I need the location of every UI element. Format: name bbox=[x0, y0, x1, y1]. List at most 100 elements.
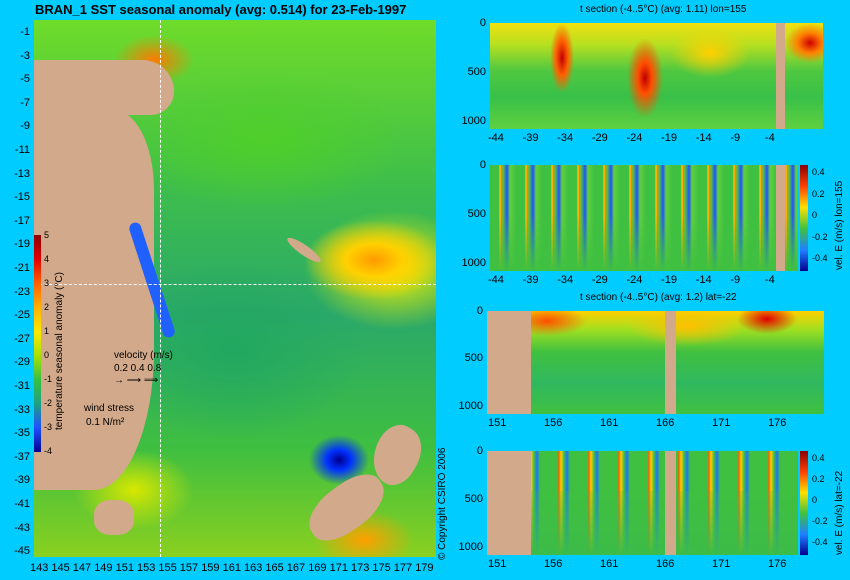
section4-velocity-lat-22[interactable] bbox=[487, 451, 798, 555]
p2-y-tick: 500 bbox=[467, 207, 486, 220]
p1-x-tick: -14 bbox=[695, 132, 712, 144]
map-colorbar-tick: -3 bbox=[44, 422, 53, 432]
map-lat-tick: -35 bbox=[14, 427, 30, 440]
map-colorbar-tick: 4 bbox=[44, 254, 50, 264]
sst-anomaly-map[interactable]: velocity (m/s) 0.2 0.4 0.8 → ⟶ ⟹ wind st… bbox=[34, 20, 436, 557]
p1-x-tick: -19 bbox=[661, 132, 678, 144]
map-colorbar-tick: 0 bbox=[44, 350, 50, 360]
map-lat-tick: -13 bbox=[14, 167, 30, 180]
map-lat-tick: -21 bbox=[14, 262, 30, 274]
map-lon-tick: 145 bbox=[51, 562, 70, 574]
map-lon-tick: 165 bbox=[265, 562, 284, 574]
map-lon-tick: 175 bbox=[372, 562, 391, 574]
p3-x-tick: 171 bbox=[712, 417, 731, 429]
map-lon-tick: 171 bbox=[329, 562, 348, 574]
p4-x-tick: 156 bbox=[544, 558, 563, 570]
map-lat-tick: -11 bbox=[14, 144, 30, 156]
section1-title: t section (-4..5°C) (avg: 1.11) lon=155 bbox=[580, 4, 747, 15]
copyright-notice: © Copyright CSIRO 2006 bbox=[437, 447, 448, 560]
map-lon-tick: 143 bbox=[30, 562, 49, 574]
p4-x-tick: 161 bbox=[600, 558, 619, 570]
p1-y-tick: 1000 bbox=[461, 114, 486, 127]
map-lat-tick: -1 bbox=[20, 26, 30, 38]
map-title: BRAN_1 SST seasonal anomaly (avg: 0.514)… bbox=[35, 2, 407, 17]
p4-y-tick: 0 bbox=[476, 445, 483, 457]
map-lon-tick: 153 bbox=[137, 562, 156, 574]
p3-y-tick: 1000 bbox=[458, 399, 483, 412]
section4-land-mid bbox=[665, 451, 676, 555]
section4-overlay bbox=[487, 491, 798, 555]
map-colorbar bbox=[34, 235, 41, 452]
map-lat-tick: -43 bbox=[14, 521, 30, 534]
section4-colorbar bbox=[800, 451, 808, 555]
map-colorbar-tick: 1 bbox=[44, 326, 50, 336]
p4-colorbar-tick: 0.2 bbox=[812, 474, 825, 484]
wind-legend-label: wind stress bbox=[84, 403, 135, 414]
land-new-caledonia bbox=[284, 234, 324, 266]
map-lat-tick: -31 bbox=[14, 380, 30, 392]
p4-x-tick: 171 bbox=[712, 558, 731, 570]
velocity-legend-scale: 0.2 0.4 0.8 bbox=[114, 363, 162, 374]
p2-x-tick: -39 bbox=[522, 274, 539, 286]
section2-velocity-lon155[interactable] bbox=[490, 165, 798, 271]
section4-land-west bbox=[487, 451, 531, 555]
p1-x-tick: -34 bbox=[557, 132, 574, 144]
map-lat-tick: -3 bbox=[20, 49, 30, 62]
p4-colorbar-tick: -0.2 bbox=[812, 516, 828, 526]
map-lat-tick: -45 bbox=[14, 545, 30, 558]
map-lon-tick: 147 bbox=[72, 562, 92, 574]
p1-x-tick: -9 bbox=[730, 132, 741, 144]
section3-title: t section (-4..5°C) (avg: 1.2) lat=-22 bbox=[580, 292, 737, 303]
section2-colorbar-label: vel. E (m/s) lon=155 bbox=[834, 180, 845, 270]
p4-colorbar-tick: -0.4 bbox=[812, 537, 828, 547]
section2-colorbar bbox=[800, 165, 808, 271]
p1-y-tick: 500 bbox=[467, 65, 486, 78]
p1-x-tick: -39 bbox=[522, 132, 539, 144]
map-colorbar-tick: 5 bbox=[44, 230, 50, 240]
section2-land bbox=[776, 165, 785, 271]
p3-x-tick: 166 bbox=[656, 417, 675, 429]
section3-temperature-lat-22[interactable] bbox=[487, 311, 824, 414]
land-tasmania bbox=[94, 500, 134, 535]
map-colorbar-tick: -2 bbox=[44, 398, 53, 408]
p3-y-tick: 0 bbox=[476, 305, 483, 317]
map-lat-tick: -9 bbox=[20, 120, 30, 133]
velocity-legend-label: velocity (m/s) bbox=[114, 350, 173, 361]
map-lon-tick: 179 bbox=[415, 562, 434, 574]
crosshair-lon bbox=[160, 20, 161, 557]
section1-temperature-lon155[interactable] bbox=[490, 23, 823, 129]
p2-colorbar-tick: 0 bbox=[812, 210, 818, 220]
section4-colorbar-label: vel. E (m/s) lat=-22 bbox=[834, 470, 845, 555]
map-colorbar-tick: -4 bbox=[44, 446, 53, 456]
map-lon-tick: 151 bbox=[115, 562, 134, 574]
map-lon-tick: 169 bbox=[308, 562, 327, 574]
p1-x-tick: -29 bbox=[591, 132, 608, 144]
p2-y-tick: 0 bbox=[479, 159, 486, 171]
wind-legend-scale: 0.1 N/m² bbox=[86, 417, 125, 428]
p4-y-tick: 500 bbox=[464, 492, 483, 505]
map-lat-tick: -7 bbox=[20, 96, 30, 109]
map-lat-tick: -29 bbox=[14, 356, 30, 369]
map-lon-tick: 149 bbox=[94, 562, 113, 574]
p4-y-tick: 1000 bbox=[458, 540, 483, 553]
p1-x-tick: -44 bbox=[488, 132, 504, 144]
map-lat-tick: -23 bbox=[14, 285, 30, 298]
map-colorbar-tick: 2 bbox=[44, 302, 50, 312]
map-lat-tick: -25 bbox=[14, 309, 30, 322]
p2-colorbar-tick: 0.2 bbox=[812, 188, 825, 199]
p2-x-tick: -9 bbox=[730, 274, 741, 286]
p1-x-tick: -24 bbox=[626, 132, 643, 144]
map-colorbar-tick: 3 bbox=[44, 278, 50, 288]
land-australia bbox=[34, 110, 154, 490]
map-colorbar-label: temperature seasonal anomaly (°C) bbox=[54, 272, 65, 430]
map-lat-tick: -19 bbox=[14, 238, 30, 251]
p3-x-tick: 161 bbox=[600, 417, 619, 429]
p4-colorbar-tick: 0.4 bbox=[812, 453, 825, 463]
map-lat-tick: -39 bbox=[14, 474, 30, 487]
map-lat-tick: -33 bbox=[14, 403, 30, 416]
section2-overlay bbox=[490, 215, 798, 271]
p1-x-tick: -4 bbox=[765, 132, 775, 144]
p2-x-tick: -44 bbox=[488, 274, 504, 286]
p2-colorbar-tick: 0.4 bbox=[812, 167, 825, 177]
map-lat-tick: -15 bbox=[14, 191, 30, 204]
